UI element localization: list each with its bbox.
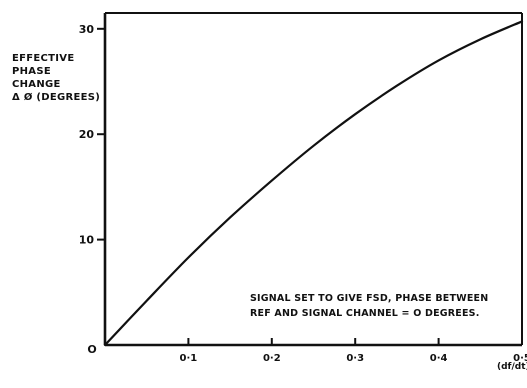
y-axis-title: EFFECTIVE PHASE CHANGE Δ Ø (DEGREES) xyxy=(12,52,100,104)
y-tick-label: 30 xyxy=(79,23,95,36)
axis-ticks: 0·1 0·2 0·3 0·4 0·5 10 20 30 O xyxy=(79,23,527,364)
y-tick-label: 20 xyxy=(79,128,95,141)
x-tick-label: 0·1 xyxy=(180,353,198,364)
x-tick-label: 0·4 xyxy=(430,353,448,364)
series-line xyxy=(103,20,524,347)
annotation-line-1: SIGNAL SET TO GIVE FSD, PHASE BETWEEN xyxy=(250,293,489,304)
y-axis-title-line-4: Δ Ø (DEGREES) xyxy=(12,92,101,103)
x-tick-label: 0·3 xyxy=(346,353,364,364)
y-axis-title-line-3: CHANGE xyxy=(12,79,61,90)
plot-frame xyxy=(103,12,523,347)
y-tick-label: 10 xyxy=(79,234,95,247)
origin-label: O xyxy=(87,343,96,356)
x-tick-label: 0·5 xyxy=(513,353,527,364)
x-tick-label: 0·2 xyxy=(263,353,281,364)
x-axis-title: (df/dt)/f xyxy=(497,362,527,372)
y-axis-title-line-1: EFFECTIVE xyxy=(12,53,75,64)
y-axis-title-line-2: PHASE xyxy=(12,66,51,77)
annotation: SIGNAL SET TO GIVE FSD, PHASE BETWEEN RE… xyxy=(250,291,488,321)
annotation-line-2: REF AND SIGNAL CHANNEL = O DEGREES. xyxy=(250,308,480,319)
